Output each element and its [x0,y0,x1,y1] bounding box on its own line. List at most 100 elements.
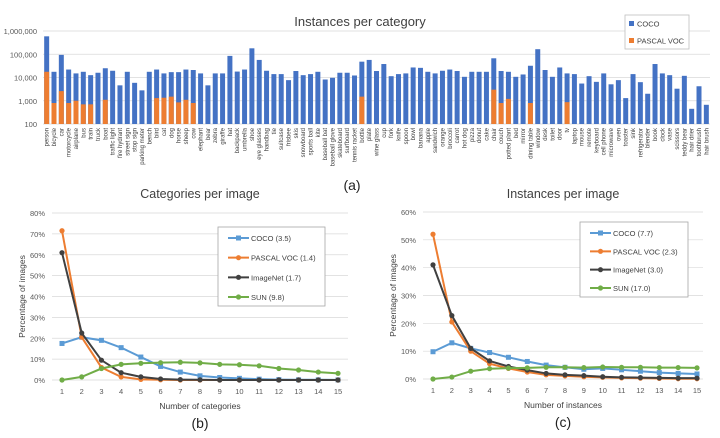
x-tick-label: car [59,128,65,136]
y-tick-label: 60% [401,208,416,217]
bar-coco [608,84,614,124]
data-point [449,374,455,380]
x-tick-label: 12 [275,387,283,396]
x-tick-label: 9 [218,387,222,396]
bar-coco [483,71,489,124]
bar-coco [461,76,467,124]
data-point [138,360,144,366]
x-tick-label: bear [206,128,212,140]
data-point [295,367,302,373]
bar-coco [66,69,72,124]
bar-coco [183,69,189,124]
x-tick-label: oven [616,128,622,141]
legend-label: ImageNet (1.7) [251,273,302,282]
chart-title: Instances per category [294,14,426,29]
bar-coco [403,73,409,124]
x-tick-label: mouse [580,127,586,146]
bar-coco [315,71,321,124]
x-tick-label: banana [418,127,424,148]
bar-pascal-voc [66,103,72,124]
bar-pascal-voc [359,96,365,124]
x-tick-label: 2 [450,386,454,395]
x-tick-label: 10 [599,386,607,395]
x-tick-label: tv [565,128,571,133]
data-point [581,373,587,379]
data-point [562,372,568,378]
x-tick-label: 15 [334,387,342,396]
bar-coco [139,90,145,124]
x-tick-label: window [536,127,542,149]
x-tick-label: book [653,127,659,141]
data-point [98,365,105,372]
x-tick-label: motorcycle [67,127,73,157]
bar-coco [395,74,401,124]
x-tick-label: desk [543,127,549,141]
bar-coco [110,70,116,124]
bar-coco [330,77,336,124]
data-point [276,365,282,372]
data-point [430,349,436,355]
data-point [656,370,662,376]
bar-coco [366,59,372,124]
x-tick-label: cake [484,127,490,140]
bar-coco [146,71,152,124]
x-tick-label: 5 [139,387,143,396]
data-point [449,312,455,319]
y-tick-label: 1,000 [18,97,37,106]
data-point [581,364,587,371]
bar-coco [505,71,511,124]
y-tick-label: 30% [30,313,45,322]
legend-marker [235,294,242,300]
x-tick-label: bird [155,128,161,138]
x-tick-label: boat [103,128,109,140]
bar-pascal-voc [80,104,86,124]
bar-coco [124,71,130,124]
legend-marker [236,235,241,241]
bar-coco [410,67,416,124]
legend-label: PASCAL VOC (2.3) [613,247,678,256]
y-tick-label: 50% [30,272,45,281]
bar-coco [242,69,248,124]
x-tick-label: 14 [314,387,322,396]
x-tick-label: door [558,128,564,140]
y-tick-label: 70% [30,230,45,239]
bar-pascal-voc [491,89,497,124]
bar-coco [286,80,292,124]
panel-label: (b) [191,415,208,431]
bar-pascal-voc [58,91,64,124]
data-point [505,365,512,371]
x-tick-label: parking meter [140,128,146,165]
bar-pascal-voc [176,102,182,124]
x-tick-label: street sign [125,128,131,156]
x-tick-label: skis [294,128,300,138]
x-tick-label: broccoli [448,128,454,149]
y-tick-label: 10,000 [14,74,37,83]
x-tick-label: bottle [360,127,366,142]
bar-pascal-voc [154,98,160,124]
bar-coco [703,104,709,124]
bar-coco [205,85,211,124]
data-point [59,340,65,346]
data-point [256,363,262,369]
x-tick-label: hair drier [690,128,696,152]
x-tick-label: toilet [550,128,556,141]
x-tick-label: 3 [469,386,473,395]
bar-coco [293,71,299,124]
data-point [118,374,124,380]
bar-coco [586,76,592,124]
data-point [675,364,681,371]
data-point [138,374,144,380]
bar-coco [571,74,577,124]
bar-coco [322,79,328,124]
data-point [158,363,164,369]
bar-coco [234,71,240,124]
x-tick-label: cup [382,127,388,137]
bar-pascal-voc [564,102,570,124]
x-tick-label: stop sign [133,128,139,152]
x-tick-label: suitcase [279,127,285,150]
x-tick-label: person [45,128,51,146]
bar-coco [264,70,270,124]
data-point [98,357,105,363]
bar-coco [630,74,636,124]
